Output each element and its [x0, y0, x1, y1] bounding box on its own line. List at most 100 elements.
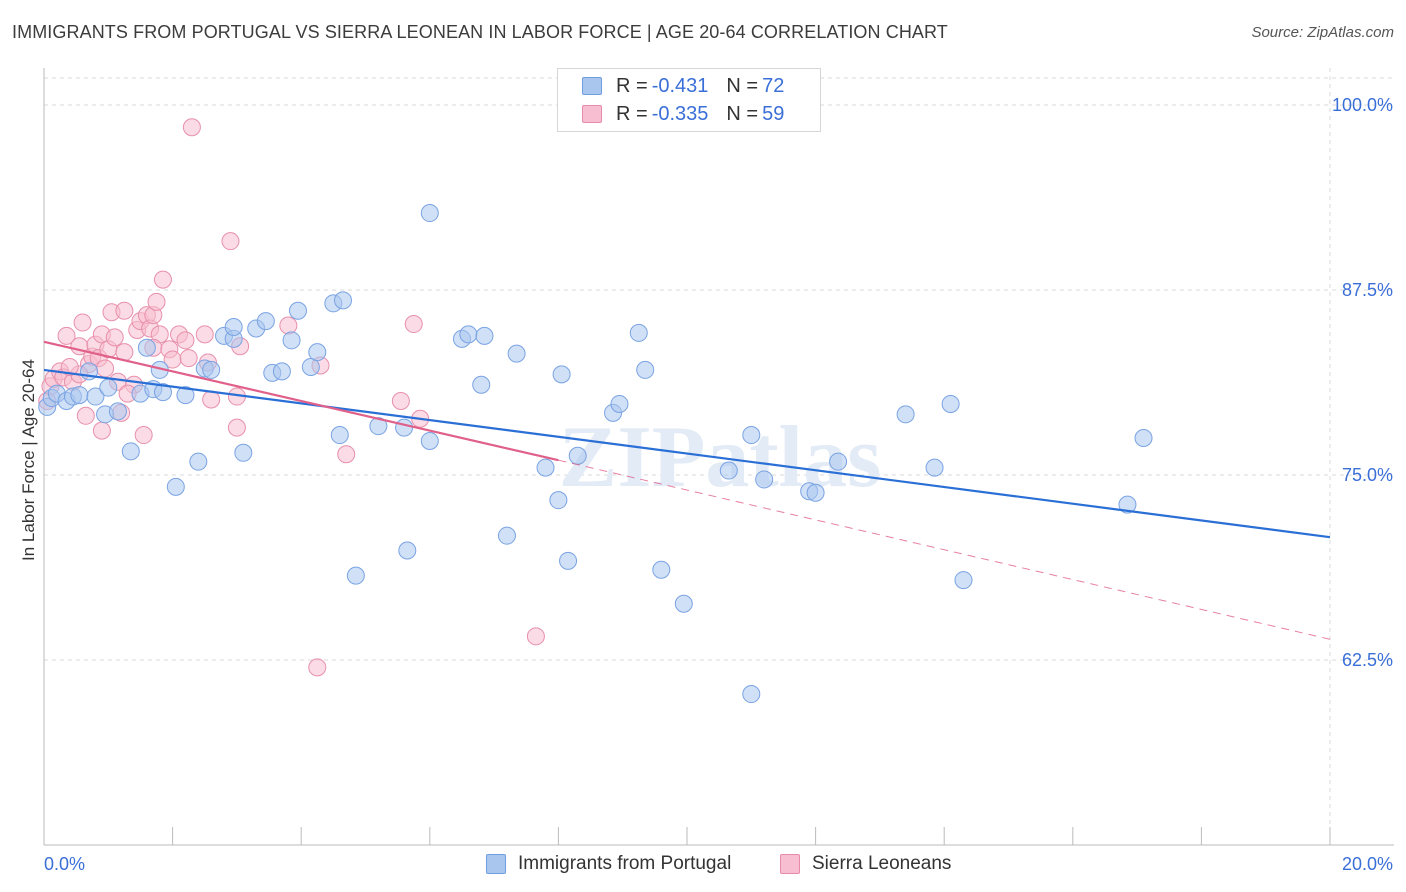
portugal-point — [896, 405, 915, 424]
sierra-leoneans-point — [179, 349, 198, 368]
portugal-point — [398, 541, 417, 560]
bottom-legend-sierra: Sierra Leoneans — [780, 852, 951, 876]
bottom-legend-swatch-blue — [486, 854, 506, 874]
bottom-legend-swatch-pink — [780, 854, 800, 874]
portugal-point — [497, 526, 516, 545]
portugal-point — [652, 560, 671, 579]
legend-r-label: R = — [616, 74, 648, 97]
x-tick-label: 0.0% — [44, 854, 85, 874]
sierra-leoneans-point — [147, 292, 166, 311]
portugal-point — [552, 365, 571, 384]
sierra-leoneans-point — [153, 270, 172, 289]
portugal-point — [610, 394, 629, 413]
portugal-point — [549, 491, 568, 510]
portugal-point — [256, 312, 275, 331]
sierra-leoneans-point — [182, 118, 201, 137]
portugal-point — [176, 386, 195, 405]
sierra-leoneans-point — [176, 331, 195, 350]
sierra-leoneans-point — [391, 392, 410, 410]
sierra-leoneans-point — [73, 313, 92, 332]
x-tick-labels: 0.0% 20.0% — [44, 854, 1393, 874]
portugal-point — [536, 458, 555, 477]
portugal-point — [272, 362, 291, 381]
portugal-point — [806, 483, 825, 502]
portugal-point — [99, 378, 118, 397]
portugal-point — [330, 426, 349, 445]
portugal-point — [288, 301, 307, 320]
y-tick-label: 87.5% — [1342, 280, 1393, 300]
portugal-point — [472, 375, 491, 394]
legend-r-value: -0.335 — [651, 102, 709, 125]
bottom-legend-label: Immigrants from Portugal — [518, 853, 732, 874]
legend-n-value: 72 — [762, 74, 785, 97]
legend-n-value: 59 — [762, 102, 785, 125]
chart-title: IMMIGRANTS FROM PORTUGAL VS SIERRA LEONE… — [12, 22, 948, 42]
sierra-leoneans-trend-line — [43, 340, 559, 462]
portugal-point — [941, 394, 960, 413]
portugal-point — [166, 477, 185, 496]
portugal-point — [86, 387, 105, 406]
portugal-point — [742, 426, 761, 445]
sierra-leoneans-point — [195, 325, 214, 344]
legend-swatch-pink — [582, 105, 602, 123]
portugal-point — [282, 331, 301, 350]
sierra-leoneans-point — [227, 418, 246, 437]
sierra-leoneans-point — [76, 406, 95, 425]
portugal-point — [755, 470, 774, 489]
legend-n-label: N = — [726, 102, 759, 125]
portugal-point — [420, 204, 439, 223]
portugal-point — [1134, 429, 1153, 447]
sierra-leoneans-trend-extension — [558, 459, 1331, 640]
portugal-point — [420, 431, 439, 450]
sierra-leoneans-point — [337, 445, 356, 464]
legend-r-label: R = — [616, 102, 648, 125]
portugal-point — [636, 360, 655, 379]
sierra-leoneans-point — [57, 326, 76, 345]
portugal-point — [189, 452, 208, 471]
sierra-leoneans-point — [308, 658, 327, 677]
y-tick-labels: 100.0% 87.5% 75.0% 62.5% — [1332, 95, 1393, 670]
sierra-leoneans-point — [60, 357, 79, 376]
portugal-point — [954, 571, 973, 590]
portugal-trend-line — [43, 368, 1331, 539]
bottom-legend-label: Sierra Leoneans — [812, 853, 952, 874]
portugal-point — [568, 446, 587, 465]
portugal-point — [224, 318, 243, 336]
portugal-point — [234, 443, 253, 462]
sierra-leoneans-point — [92, 421, 111, 440]
portugal-point — [674, 594, 693, 613]
sierra-leoneans-point — [279, 316, 298, 335]
portugal-point — [742, 685, 761, 704]
correlation-legend: R = -0.431 N = 72 R = -0.335 N = 59 — [557, 68, 821, 132]
bottom-legend-portugal: Immigrants from Portugal — [486, 852, 731, 876]
sierra-leoneans-point — [202, 390, 221, 409]
axis-layer — [43, 68, 1394, 846]
portugal-point — [301, 357, 320, 376]
sierra-leoneans-point — [115, 301, 134, 320]
legend-r-value: -0.431 — [651, 74, 709, 97]
portugal-point — [333, 291, 352, 310]
legend-n-label: N = — [726, 74, 759, 97]
y-axis-label: In Labor Force | Age 20-64 — [19, 359, 38, 561]
portugal-point — [346, 566, 365, 585]
portugal-point — [153, 383, 172, 402]
x-tick-label: 20.0% — [1342, 854, 1393, 874]
portugal-point — [395, 418, 414, 437]
portugal-point — [507, 344, 526, 363]
portugal-point — [108, 402, 127, 421]
sierra-leoneans-point — [96, 359, 115, 378]
y-tick-label: 75.0% — [1342, 465, 1393, 485]
sierra-leoneans-point — [526, 627, 545, 646]
portugal-point — [459, 325, 478, 344]
sierra-leoneans-point — [221, 232, 240, 251]
portugal-point — [719, 461, 738, 480]
sierra-leoneans-point — [404, 315, 423, 334]
portugal-point — [308, 343, 327, 362]
y-tick-label: 62.5% — [1342, 650, 1393, 670]
legend-swatch-blue — [582, 77, 602, 95]
sierra-leoneans-point — [134, 426, 153, 445]
portugal-point — [559, 551, 578, 570]
sierra-leoneans-point — [105, 328, 124, 347]
portugal-point — [829, 452, 848, 471]
